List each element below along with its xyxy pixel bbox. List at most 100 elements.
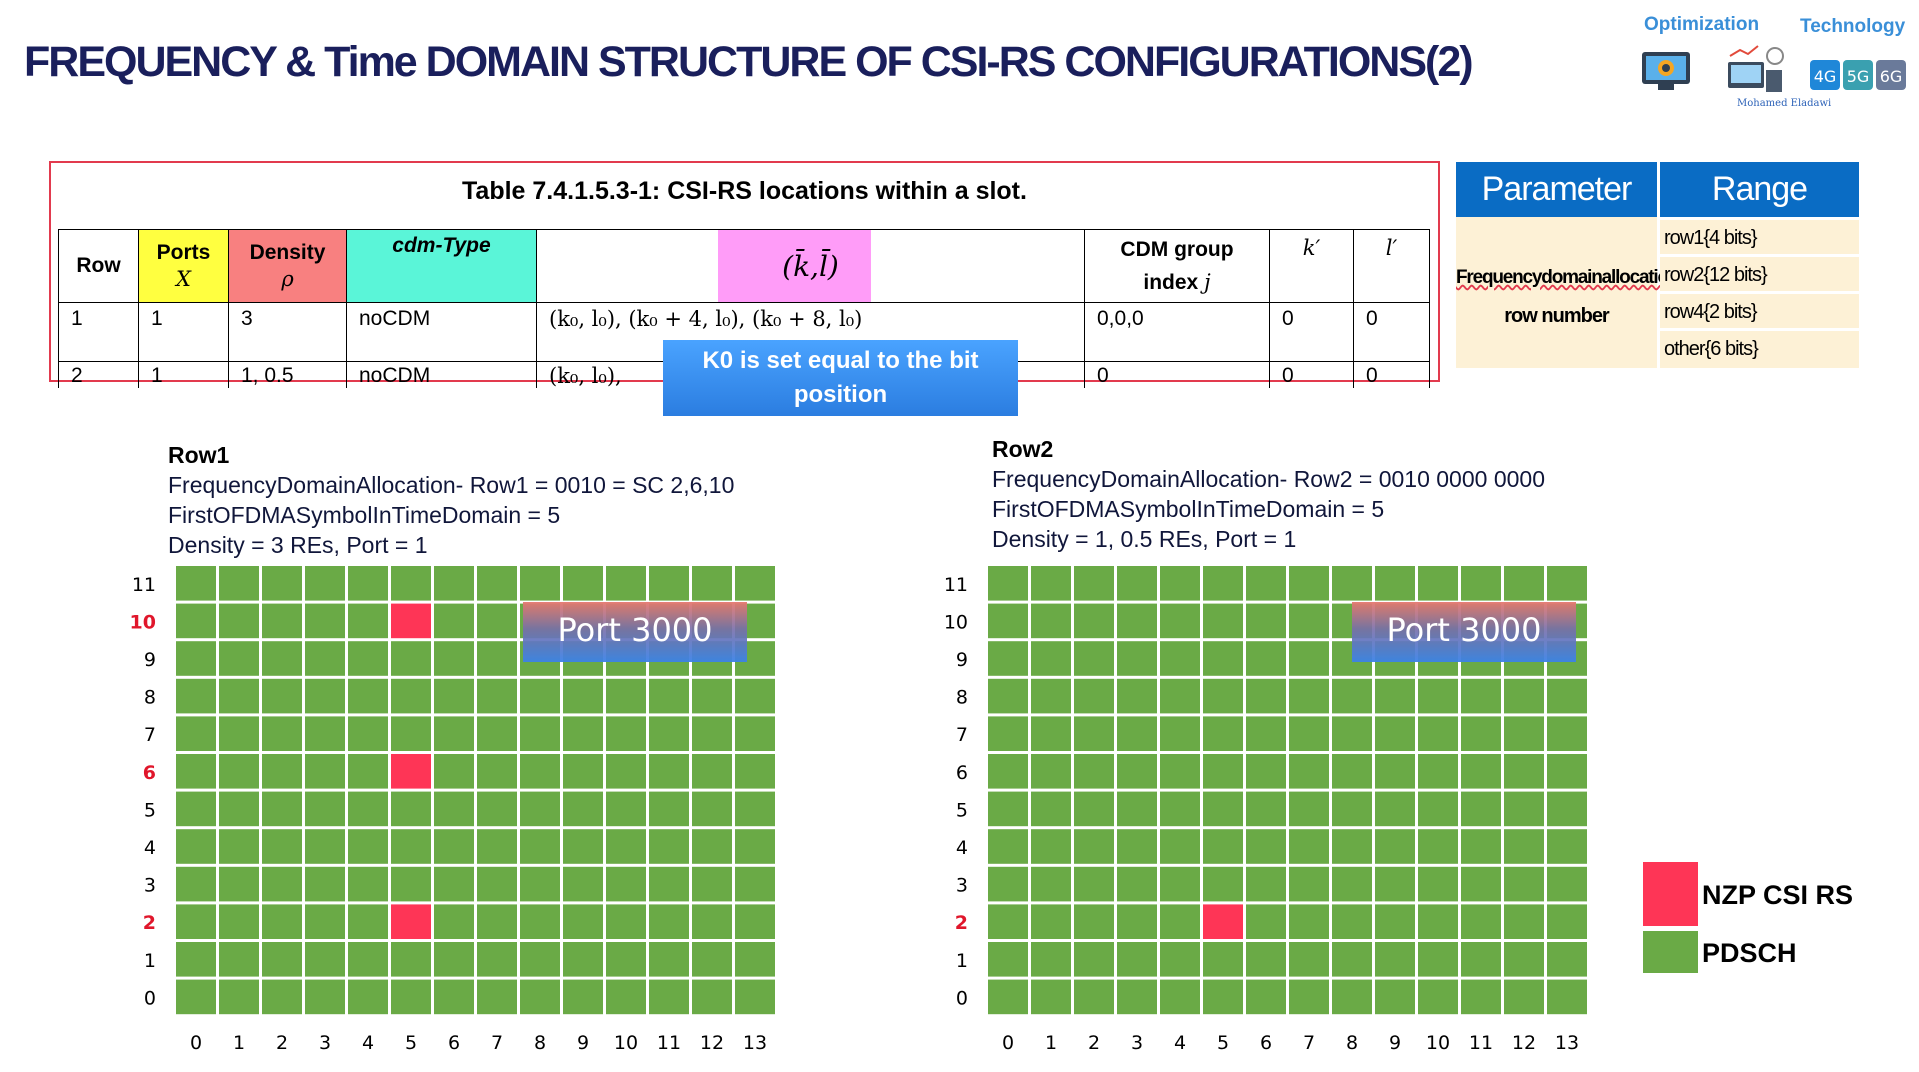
pdsch-cell	[262, 566, 302, 601]
symbol-tick-label: 2	[1088, 1032, 1100, 1054]
pdsch-cell	[988, 566, 1028, 601]
pdsch-cell	[176, 829, 216, 864]
pdsch-cell	[477, 979, 517, 1015]
symbol-tick-label: 11	[1469, 1032, 1493, 1054]
symbol-tick-label: 2	[276, 1032, 288, 1054]
pdsch-cell	[1031, 754, 1071, 789]
pdsch-cell	[988, 716, 1028, 751]
pdsch-cell	[988, 979, 1028, 1015]
subcarrier-tick-label: 3	[956, 875, 968, 897]
pdsch-cell	[391, 829, 431, 864]
symbol-tick-label: 13	[743, 1032, 767, 1054]
pdsch-cell	[1117, 904, 1157, 939]
pdsch-cell	[1117, 678, 1157, 714]
pdsch-cell	[1332, 904, 1372, 939]
symbol-tick-label: 7	[491, 1032, 503, 1054]
pdsch-cell	[1461, 791, 1501, 827]
pdsch-cell	[1418, 942, 1458, 977]
cell-k-prime: 0	[1269, 302, 1354, 362]
pdsch-cell	[305, 942, 345, 977]
pdsch-cell	[434, 904, 474, 939]
row2-heading: Row2	[992, 436, 1054, 462]
row1-heading: Row1	[168, 442, 230, 468]
pdsch-cell	[262, 904, 302, 939]
pdsch-cell	[649, 829, 689, 864]
cell-row: 1	[58, 302, 139, 362]
pdsch-cell	[262, 979, 302, 1015]
pdsch-cell	[1289, 603, 1329, 639]
pdsch-cell	[1246, 866, 1286, 902]
pdsch-cell	[1375, 829, 1415, 864]
pdsch-cell	[520, 904, 560, 939]
pdsch-cell	[1031, 603, 1071, 639]
pdsch-cell	[176, 866, 216, 902]
logo-word-optimization: Optimization	[1644, 14, 1760, 35]
subcarrier-tick-label: 3	[144, 875, 156, 897]
pdsch-cell	[563, 791, 603, 827]
subcarrier-tick-label: 9	[144, 649, 156, 671]
pdsch-cell	[1375, 904, 1415, 939]
subcarrier-tick-label: 5	[956, 799, 968, 821]
pdsch-cell	[1375, 866, 1415, 902]
pdsch-cell	[988, 678, 1028, 714]
pdsch-cell	[1504, 791, 1544, 827]
symbol-tick-label: 12	[700, 1032, 724, 1054]
pdsch-cell	[348, 904, 388, 939]
pdsch-cell	[434, 678, 474, 714]
subcarrier-tick-label: 6	[956, 762, 968, 784]
pdsch-cell	[649, 566, 689, 601]
symbol-tick-label: 11	[657, 1032, 681, 1054]
pdsch-cell	[1504, 866, 1544, 902]
row2-line: FrequencyDomainAllocation- Row2 = 0010 0…	[992, 466, 1545, 492]
pdsch-cell	[520, 829, 560, 864]
subcarrier-tick-label: 5	[144, 799, 156, 821]
pdsch-cell	[1117, 979, 1157, 1015]
pdsch-cell	[391, 942, 431, 977]
pdsch-cell	[219, 603, 259, 639]
pdsch-cell	[348, 678, 388, 714]
pdsch-cell	[692, 979, 732, 1015]
pdsch-cell	[1375, 942, 1415, 977]
pdsch-cell	[1289, 716, 1329, 751]
pdsch-cell	[477, 791, 517, 827]
pdsch-cell	[1332, 678, 1372, 714]
subcarrier-tick-label: 1	[144, 950, 156, 972]
pdsch-cell	[1074, 754, 1114, 789]
pdsch-cell	[563, 942, 603, 977]
pdsch-cell	[1031, 791, 1071, 827]
pdsch-cell	[1547, 904, 1587, 939]
pdsch-cell	[176, 754, 216, 789]
pdsch-cell	[692, 904, 732, 939]
pdsch-cell	[1246, 829, 1286, 864]
pdsch-cell	[1418, 979, 1458, 1015]
pdsch-cell	[1504, 904, 1544, 939]
pdsch-cell	[262, 678, 302, 714]
symbol-tick-label: 8	[534, 1032, 546, 1054]
pdsch-cell	[1418, 566, 1458, 601]
pdsch-cell	[692, 829, 732, 864]
pdsch-cell	[1461, 566, 1501, 601]
pdsch-cell	[520, 678, 560, 714]
pdsch-cell	[434, 829, 474, 864]
subcarrier-tick-label: 10	[130, 611, 156, 633]
pdsch-cell	[1289, 566, 1329, 601]
symbol-tick-label: 4	[362, 1032, 374, 1054]
param-name-line1: Frequencydomainallocation	[1456, 267, 1680, 288]
pdsch-cell	[477, 942, 517, 977]
pdsch-cell	[477, 603, 517, 639]
pdsch-cell	[1031, 979, 1071, 1015]
pdsch-cell	[606, 866, 646, 902]
pdsch-cell	[1289, 791, 1329, 827]
pdsch-cell	[348, 754, 388, 789]
legend-pdsch-swatch	[1643, 931, 1698, 973]
cell-kl: (k₀, l₀), (k₀ + 4, l₀), (k₀ + 8, l₀)	[536, 302, 1085, 362]
page-title: FREQUENCY & Time DOMAIN STRUCTURE OF CSI…	[24, 38, 1474, 86]
logo-icons: 4G 5G 6G	[1642, 45, 1906, 92]
pdsch-cell	[1031, 904, 1071, 939]
param-range-other: other{6 bits}	[1660, 328, 1859, 368]
pdsch-cell	[305, 566, 345, 601]
spec-table: Row Ports X Density ρ cdm-Type (k̄,l̄) CDM…	[58, 229, 1430, 388]
pdsch-cell	[1203, 716, 1243, 751]
pdsch-cell	[477, 678, 517, 714]
pdsch-cell	[176, 641, 216, 676]
